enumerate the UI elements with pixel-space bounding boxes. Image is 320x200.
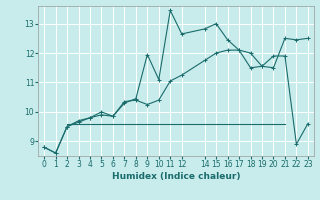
X-axis label: Humidex (Indice chaleur): Humidex (Indice chaleur)	[112, 172, 240, 181]
